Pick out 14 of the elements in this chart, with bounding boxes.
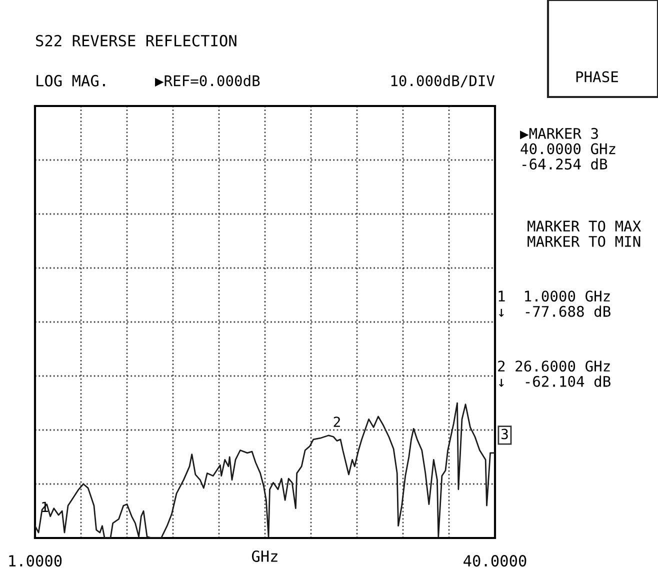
text: MARKER TO MAX MARKER TO MIN <box>528 220 642 247</box>
chart-subtitle: LOG MAG. <box>36 74 105 86</box>
text: ▶REF=0.000dB <box>155 74 260 87</box>
text: 1 1.0000 GHz ↓ -77.688 dB <box>498 290 610 317</box>
annotation: 3 <box>501 428 508 440</box>
text: ▶MARKER 3 40.0000 GHz -64.254 dB <box>520 128 616 170</box>
x-tick-label: 1.0000 <box>9 555 62 567</box>
chart-title: S22 REVERSE REFLECTION <box>36 34 236 46</box>
annotation: 2 <box>334 416 340 427</box>
text: 10.000dB/DIV <box>391 74 495 88</box>
text: 2 26.6000 GHz ↓ -62.104 dB <box>498 360 610 387</box>
text: PHASE <box>576 71 618 82</box>
x-tick-label: 40.0000 <box>464 555 526 567</box>
x-axis-title: GHz <box>252 550 278 562</box>
